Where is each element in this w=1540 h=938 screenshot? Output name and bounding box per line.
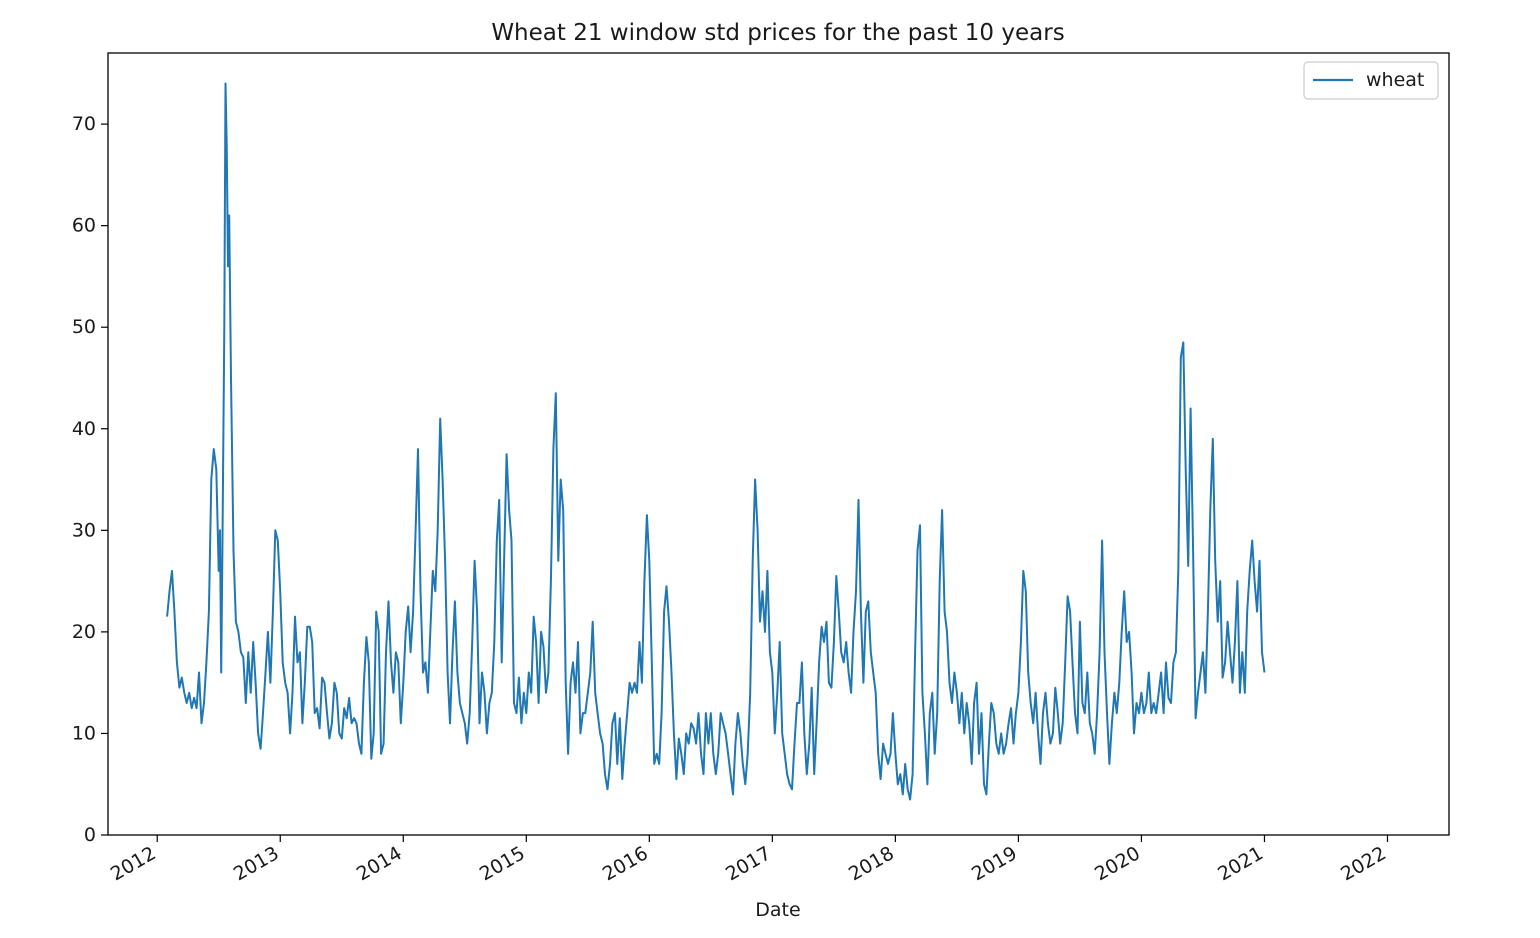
x-tick-label: 2021 (1214, 842, 1267, 885)
y-tick-label: 70 (72, 113, 96, 135)
y-tick-label: 60 (72, 215, 96, 237)
x-tick-label: 2017 (722, 842, 775, 885)
x-tick-label: 2020 (1091, 842, 1144, 885)
y-tick-label: 0 (84, 824, 96, 846)
y-axis: 0 10 20 30 40 50 60 70 (72, 113, 108, 846)
plot-area (107, 52, 1450, 836)
x-tick-label: 2014 (353, 842, 406, 885)
y-tick-label: 20 (72, 621, 96, 643)
y-tick-label: 10 (72, 722, 96, 744)
x-tick-label: 2016 (599, 842, 652, 885)
legend: wheat (1303, 61, 1439, 100)
y-tick-label: 30 (72, 519, 96, 541)
y-tick-label: 50 (72, 316, 96, 338)
series-group (166, 82, 1266, 801)
x-tick-label: 2015 (476, 842, 529, 885)
x-tick-label: 2018 (845, 842, 898, 885)
series-line-wheat (166, 82, 1266, 801)
x-tick-label: 2013 (230, 842, 283, 885)
x-axis-label: Date (755, 899, 800, 921)
x-tick-label: 2022 (1337, 842, 1390, 885)
chart-title: Wheat 21 window std prices for the past … (491, 20, 1064, 46)
legend-label: wheat (1366, 69, 1424, 91)
legend-box (1303, 61, 1439, 100)
x-tick-label: 2019 (968, 842, 1021, 885)
y-tick-label: 40 (72, 418, 96, 440)
x-tick-label: 2012 (107, 842, 160, 885)
x-axis: 2012 2013 2014 2015 2016 2017 2018 2019 2020 2021… (107, 835, 1390, 886)
